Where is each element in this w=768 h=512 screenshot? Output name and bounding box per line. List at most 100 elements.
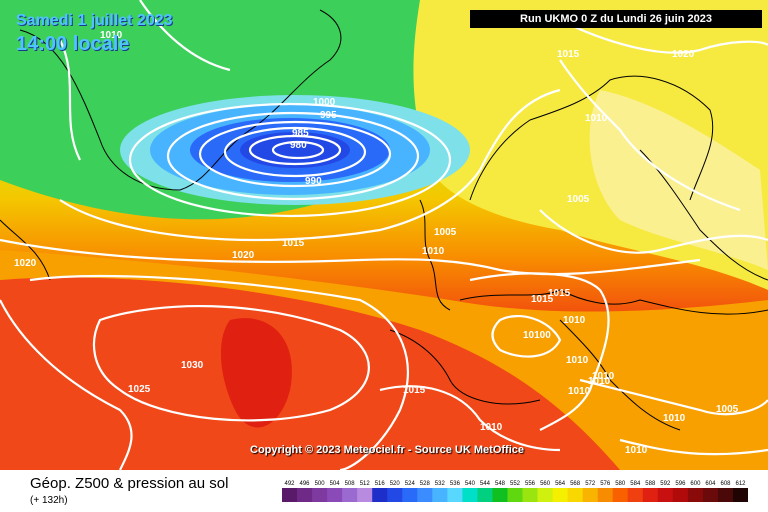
scale-swatch — [342, 488, 358, 502]
scale-label: 576 — [600, 481, 611, 487]
scale-label: 540 — [465, 481, 476, 487]
isobar-label: 1010 — [568, 386, 591, 397]
scale-swatch — [477, 488, 493, 502]
scale-label: 584 — [630, 481, 641, 487]
isobar-label: 1015 — [282, 238, 305, 249]
scale-swatch — [627, 488, 644, 502]
isobar-label: 1010 — [480, 422, 503, 433]
scale-label: 552 — [510, 481, 521, 487]
scale-swatch — [417, 488, 433, 502]
scale-swatch — [312, 488, 328, 502]
copyright-notice: Copyright © 2023 Meteociel.fr - Source U… — [250, 444, 524, 456]
isobar-label: 1010 — [625, 445, 648, 456]
scale-swatch — [357, 488, 373, 502]
isobar-label: 1010 — [566, 355, 589, 366]
scale-swatch — [492, 488, 508, 502]
geopotential-zone-lightyellow — [589, 90, 768, 270]
scale-label: 600 — [690, 481, 701, 487]
low-pressure-zone-core — [240, 132, 350, 168]
scale-label: 548 — [495, 481, 506, 487]
scale-swatch — [462, 488, 478, 502]
isobar-label: 1010 — [588, 376, 611, 387]
forecast-local-time: 14:00 locale — [16, 33, 130, 55]
isobar-label: 10100 — [523, 330, 551, 341]
scale-label: 596 — [675, 481, 686, 487]
scale-label: 508 — [345, 481, 356, 487]
isobar-label: 1020 — [672, 49, 695, 60]
scale-label: 612 — [735, 481, 746, 487]
isobar-label: 1010 — [100, 30, 123, 41]
scale-label: 492 — [284, 481, 295, 487]
isobar-label: 1010 — [592, 371, 615, 382]
color-scale-legend: 492 496 500 504 508 512 516 520 524 528 532 536 540 5… — [282, 481, 748, 502]
scale-label: 560 — [540, 481, 551, 487]
scale-label: 532 — [435, 481, 446, 487]
scale-label: 572 — [585, 481, 596, 487]
isobar-label: 1010 — [585, 113, 608, 124]
scale-swatch — [432, 488, 448, 502]
isobar-label: 1015 — [531, 294, 554, 305]
scale-swatch — [447, 488, 463, 502]
isobar-label: 1010 — [663, 413, 686, 424]
scale-swatch — [612, 488, 629, 502]
isobar-label: 1005 — [434, 227, 457, 238]
scale-label: 524 — [405, 481, 416, 487]
scale-label: 588 — [645, 481, 656, 487]
scale-swatch — [702, 488, 719, 502]
isobar-label: 1015 — [548, 288, 571, 299]
scale-swatch — [642, 488, 659, 502]
isobar-labels: 1010 1015 1020 1010 1000 995 985 980 990… — [14, 30, 739, 456]
scale-label: 544 — [480, 481, 491, 487]
isobar-label: 1015 — [557, 49, 580, 60]
scale-label: 556 — [525, 481, 536, 487]
isobar-label: 1015 — [403, 385, 426, 396]
scale-label: 608 — [720, 481, 731, 487]
isobar-label: 995 — [320, 110, 337, 121]
forecast-date: Samedi 1 juillet 2023 — [16, 12, 173, 29]
isobar-label: 1010 — [422, 246, 445, 257]
scale-swatch — [372, 488, 388, 502]
scale-label: 528 — [420, 481, 431, 487]
scale-label: 512 — [360, 481, 371, 487]
scale-label: 604 — [705, 481, 716, 487]
scale-swatch — [597, 488, 614, 502]
scale-label: 580 — [615, 481, 626, 487]
scale-swatch — [567, 488, 584, 502]
scale-swatch — [522, 488, 538, 502]
scale-label: 568 — [570, 481, 581, 487]
isobar-label: 1000 — [313, 97, 336, 108]
scale-label: 520 — [390, 481, 401, 487]
weather-map: 1010 1015 1020 1010 1000 995 985 980 990… — [0, 0, 768, 470]
scale-label: 500 — [315, 481, 326, 487]
scale-swatch — [733, 488, 748, 502]
isobar-label: 1030 — [181, 360, 204, 371]
isobar-label: 1020 — [14, 258, 37, 269]
scale-swatch — [387, 488, 403, 502]
scale-label: 516 — [375, 481, 386, 487]
scale-label: 592 — [660, 481, 671, 487]
isobar-label: 990 — [305, 176, 322, 187]
isobar-label: 1020 — [232, 250, 255, 261]
map-title: Géop. Z500 & pression au sol — [30, 475, 229, 492]
isobar-label: 1005 — [567, 194, 590, 205]
geopotential-zone-darkred — [220, 318, 292, 428]
scale-label: 496 — [299, 481, 310, 487]
isobars — [0, 0, 768, 470]
scale-label: 536 — [450, 481, 461, 487]
scale-swatch — [687, 488, 704, 502]
scale-swatch — [282, 488, 298, 502]
scale-swatch — [717, 488, 734, 502]
scale-label: 504 — [330, 481, 341, 487]
isobar-label: 985 — [292, 128, 309, 139]
scale-swatch — [552, 488, 569, 502]
scale-swatch — [507, 488, 523, 502]
scale-swatch — [327, 488, 343, 502]
scale-swatch — [672, 488, 689, 502]
geopotential-zone-red — [0, 277, 620, 470]
lead-time: (+ 132h) — [30, 495, 68, 506]
scale-swatch — [657, 488, 674, 502]
scale-label: 564 — [555, 481, 566, 487]
isobar-label: 1010 — [563, 315, 586, 326]
scale-swatch — [297, 488, 313, 502]
